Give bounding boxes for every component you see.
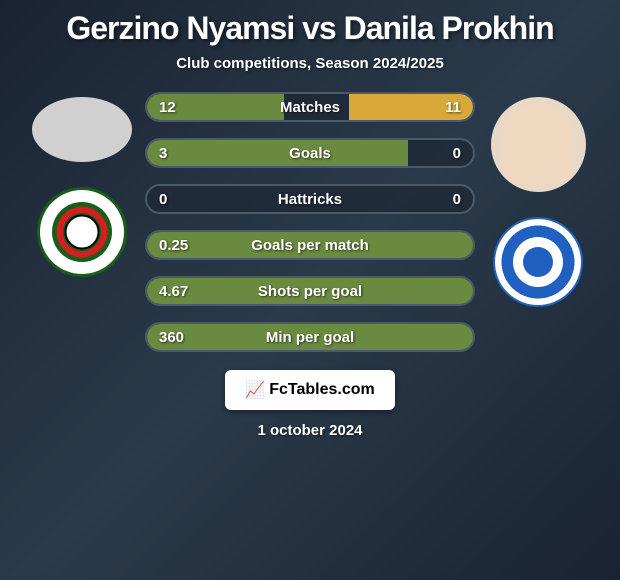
stat-label: Goals — [289, 145, 331, 162]
stat-value-right: 0 — [453, 145, 461, 162]
player-right-avatar — [491, 97, 586, 192]
stat-value-left: 4.67 — [159, 283, 188, 300]
stat-value-right: 11 — [445, 99, 461, 116]
football-icon — [65, 215, 100, 250]
player-left-avatar — [32, 97, 132, 162]
chart-icon: 📈 — [245, 380, 265, 400]
club-right-logo-shape — [513, 237, 563, 287]
stat-value-right: 0 — [453, 191, 461, 208]
stat-value-left: 0.25 — [159, 237, 188, 254]
stat-row: 0.25 Goals per match — [145, 230, 475, 260]
club-left-logo — [37, 187, 127, 277]
brand-badge: 📈 FcTables.com — [225, 370, 395, 410]
stats-table: 12 Matches 11 3 Goals 0 0 Hattricks 0 — [145, 92, 475, 352]
stat-value-left: 0 — [159, 191, 167, 208]
left-player-column — [27, 92, 137, 277]
stat-value-left: 3 — [159, 145, 167, 162]
stat-value-left: 360 — [159, 329, 184, 346]
stat-label: Goals per match — [251, 237, 369, 254]
comparison-title: Gerzino Nyamsi vs Danila Prokhin — [66, 10, 553, 47]
stat-bar-left — [147, 140, 408, 166]
brand-text: FcTables.com — [269, 381, 375, 399]
club-right-logo — [493, 217, 583, 307]
stat-label: Shots per goal — [258, 283, 362, 300]
stat-row: 0 Hattricks 0 — [145, 184, 475, 214]
comparison-subtitle: Club competitions, Season 2024/2025 — [176, 55, 444, 72]
stat-row: 4.67 Shots per goal — [145, 276, 475, 306]
player-face-icon — [503, 105, 573, 185]
date-text: 1 october 2024 — [257, 422, 362, 439]
stat-row: 3 Goals 0 — [145, 138, 475, 168]
stat-label: Min per goal — [266, 329, 354, 346]
right-player-column — [483, 92, 593, 307]
stat-label: Hattricks — [278, 191, 342, 208]
stat-label: Matches — [280, 99, 340, 116]
club-left-logo-shape — [52, 202, 112, 262]
stat-row: 12 Matches 11 — [145, 92, 475, 122]
comparison-body: 12 Matches 11 3 Goals 0 0 Hattricks 0 — [0, 92, 620, 352]
football-icon — [523, 247, 553, 277]
stat-row: 360 Min per goal — [145, 322, 475, 352]
stat-value-left: 12 — [159, 99, 176, 116]
